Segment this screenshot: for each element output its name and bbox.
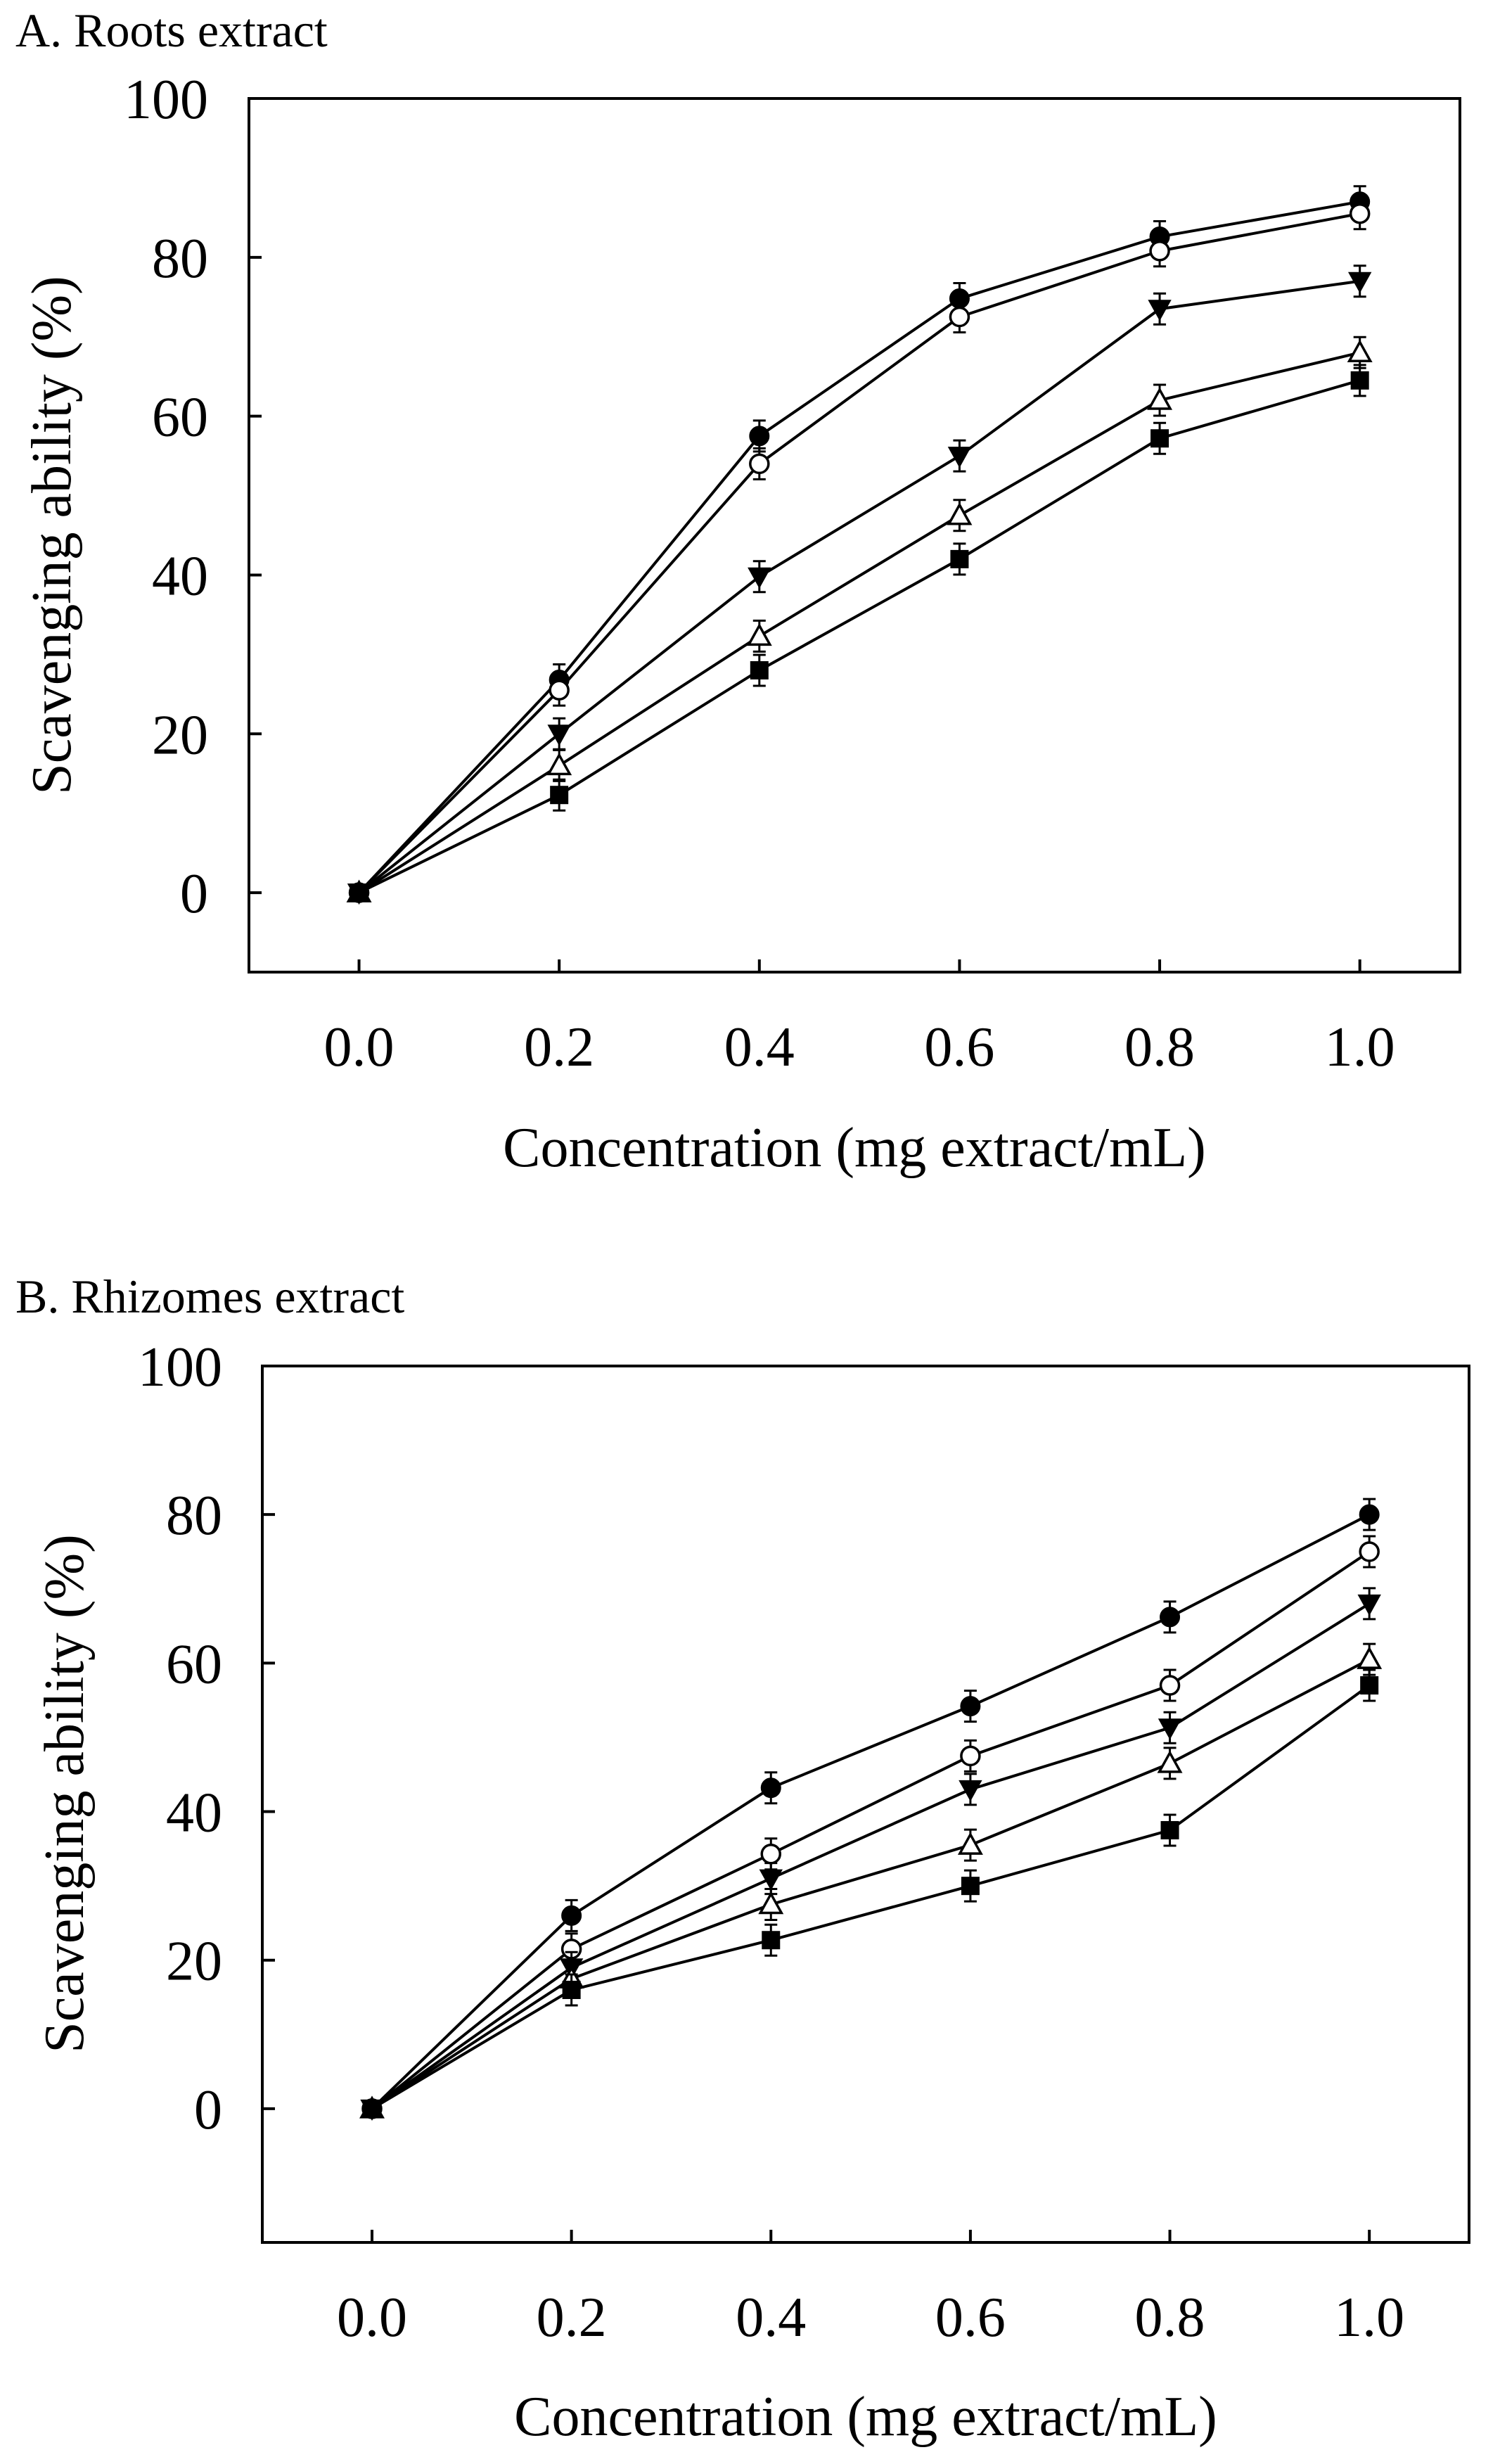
- data-point: [961, 1877, 980, 1896]
- data-point: [947, 447, 972, 468]
- series-line: [371, 1513, 1371, 2110]
- x-tick-label: 0.4: [724, 1016, 795, 1078]
- data-point: [561, 1905, 582, 1926]
- data-point: [758, 1891, 784, 1915]
- y-tick-label: 100: [138, 1336, 222, 1398]
- data-point: [760, 1843, 782, 1865]
- axis-ticks: [249, 97, 1361, 972]
- x-tick-label: 0.0: [337, 2287, 407, 2349]
- data-point: [1360, 1676, 1379, 1695]
- data-point: [960, 1696, 981, 1717]
- y-tick-label: 80: [166, 1485, 222, 1547]
- x-tick-labels: 0.0 0.2 0.4 0.6 0.8 1.0: [337, 2287, 1404, 2349]
- data-point: [1349, 203, 1371, 224]
- axis-ticks: [262, 1365, 1371, 2242]
- data-point: [746, 623, 772, 646]
- panel-rhizomes-extract: B. Rhizomes extract 0 20 40 60 80 100 0.…: [15, 1270, 1470, 2448]
- data-point: [1158, 1718, 1182, 1740]
- y-tick-label: 80: [152, 228, 208, 290]
- x-tick-label: 0.4: [736, 2287, 806, 2349]
- series-line: [358, 351, 1361, 894]
- data-point: [547, 724, 571, 746]
- y-tick-label: 20: [166, 1931, 222, 1993]
- panel-roots-extract: A. Roots extract 0 20 40 60 80 100 0.0 0…: [15, 4, 1461, 1179]
- data-point: [1357, 1646, 1383, 1669]
- panel-title: A. Roots extract: [15, 4, 328, 57]
- data-point: [562, 1980, 581, 1999]
- data-point: [1160, 1820, 1179, 1839]
- y-tick-label: 0: [194, 2079, 222, 2141]
- data-point: [1359, 1541, 1380, 1562]
- data-point: [1157, 1750, 1183, 1773]
- x-tick-labels: 0.0 0.2 0.4 0.6 0.8 1.0: [324, 1016, 1395, 1078]
- data-point: [1148, 300, 1172, 321]
- series-line: [371, 1550, 1371, 2110]
- data-point: [363, 2099, 381, 2118]
- data-series: [346, 185, 1373, 905]
- y-tick-label: 40: [166, 1782, 222, 1844]
- data-point: [350, 883, 368, 902]
- series-line: [358, 378, 1361, 894]
- x-tick-label: 1.0: [1334, 2287, 1404, 2349]
- series-line: [371, 1658, 1371, 2110]
- y-axis-title: Scavenging ability (%): [21, 276, 83, 795]
- data-point: [957, 1832, 983, 1855]
- x-tick-label: 0.6: [924, 1016, 994, 1078]
- x-tick-label: 0.8: [1124, 1016, 1195, 1078]
- data-point: [549, 679, 570, 701]
- plot-frame: [261, 1365, 1470, 2244]
- data-point: [1150, 429, 1169, 448]
- data-point: [950, 549, 969, 568]
- series-line: [358, 212, 1361, 894]
- y-tick-label: 0: [180, 863, 208, 925]
- data-point: [750, 660, 769, 679]
- panel-title: B. Rhizomes extract: [15, 1270, 404, 1323]
- data-point: [749, 453, 770, 475]
- data-point: [1347, 339, 1373, 363]
- data-point: [1160, 1607, 1181, 1628]
- data-point: [748, 567, 771, 589]
- data-point: [1359, 1504, 1380, 1525]
- y-tick-label: 20: [152, 704, 208, 766]
- data-point: [959, 1780, 982, 1801]
- data-point: [749, 426, 770, 447]
- x-tick-label: 1.0: [1325, 1016, 1395, 1078]
- data-series: [359, 1498, 1383, 2121]
- plot-frame: [248, 97, 1461, 974]
- x-tick-label: 0.6: [935, 2287, 1006, 2349]
- x-tick-label: 0.2: [537, 2287, 607, 2349]
- data-point: [1347, 272, 1372, 293]
- y-tick-label: 60: [166, 1633, 222, 1695]
- data-point: [960, 1745, 981, 1767]
- data-point: [759, 1869, 783, 1891]
- y-tick-label: 100: [124, 69, 208, 131]
- x-tick-label: 0.2: [524, 1016, 594, 1078]
- x-axis-title: Concentration (mg extract/mL): [503, 1117, 1206, 1179]
- data-point: [1350, 371, 1369, 390]
- data-point: [1357, 1594, 1381, 1616]
- data-point: [760, 1777, 781, 1799]
- series-line: [358, 200, 1361, 894]
- data-point: [546, 752, 572, 776]
- y-tick-labels: 0 20 40 60 80 100: [124, 69, 208, 925]
- data-point: [1149, 241, 1170, 262]
- y-tick-labels: 0 20 40 60 80 100: [138, 1336, 222, 2141]
- x-tick-label: 0.0: [324, 1016, 395, 1078]
- series-line: [371, 1684, 1371, 2110]
- y-tick-label: 40: [152, 545, 208, 607]
- data-point: [762, 1931, 781, 1950]
- data-point: [1147, 387, 1173, 410]
- x-tick-label: 0.8: [1135, 2287, 1205, 2349]
- x-axis-title: Concentration (mg extract/mL): [514, 2386, 1217, 2448]
- y-axis-title: Scavenging ability (%): [34, 1534, 96, 2053]
- series-line: [358, 279, 1360, 894]
- data-point: [947, 502, 973, 525]
- data-point: [949, 306, 970, 328]
- data-point: [1159, 1675, 1181, 1696]
- y-tick-label: 60: [152, 387, 208, 449]
- data-point: [550, 786, 569, 805]
- series-line: [371, 1602, 1371, 2110]
